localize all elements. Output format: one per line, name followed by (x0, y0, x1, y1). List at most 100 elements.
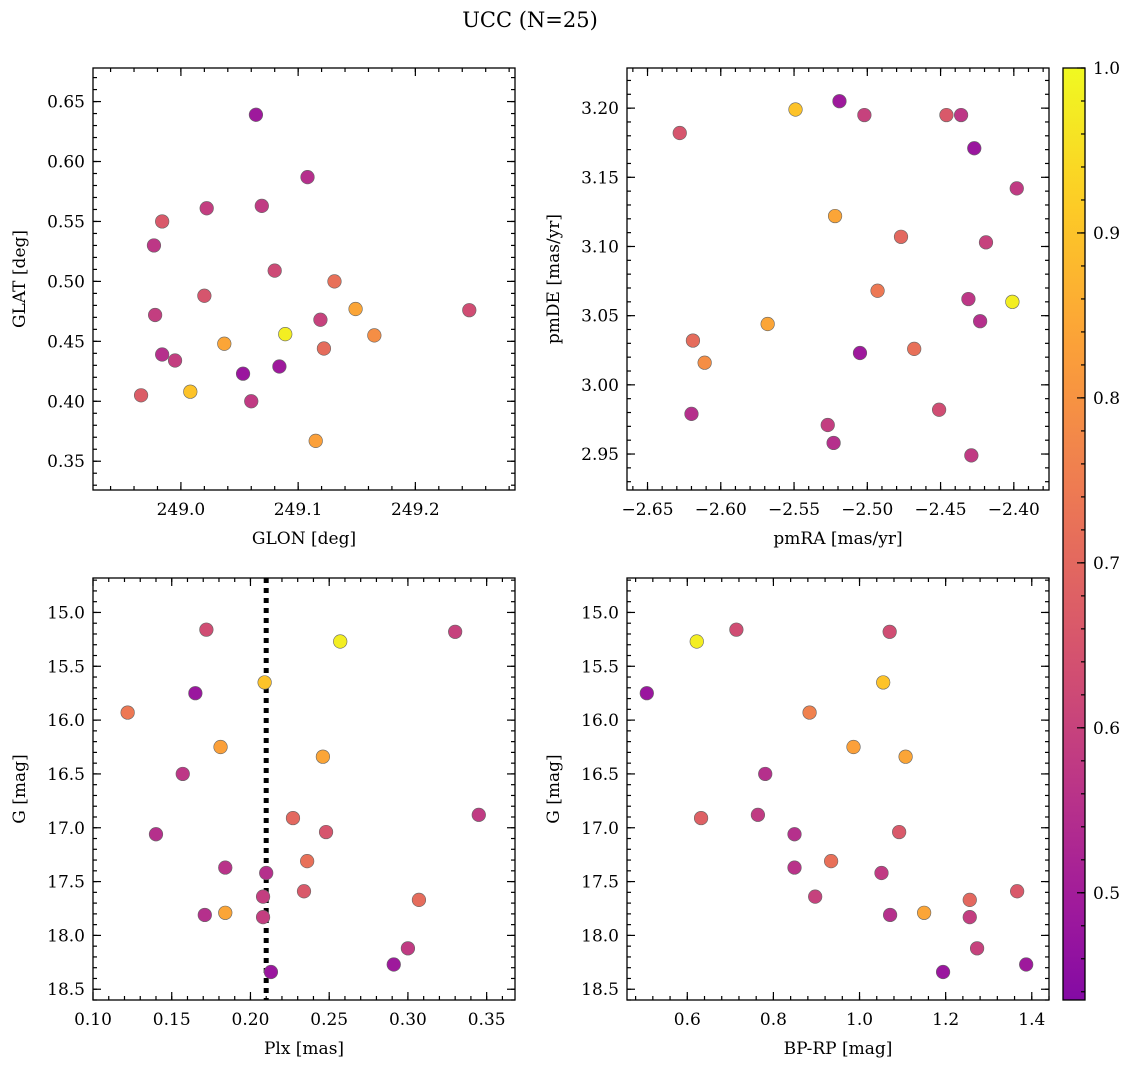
scatter-point (697, 355, 712, 370)
scatter-point (255, 889, 271, 904)
x-tick-label: −2.45 (915, 500, 967, 520)
scatter-point (367, 328, 382, 343)
y-tick-label: 16.0 (581, 711, 619, 731)
y-axis-label: G [mag] (544, 754, 564, 823)
scatter-point (217, 336, 232, 351)
x-tick-label: 0.8 (760, 1010, 787, 1030)
scatter-point (197, 907, 212, 923)
scatter-point (935, 964, 951, 980)
colorbar-tick-label: 0.8 (1093, 389, 1120, 409)
scatter-point (411, 892, 427, 907)
y-tick-label: 17.5 (581, 873, 619, 893)
y-tick-label: 0.60 (47, 153, 85, 173)
scatter-point (685, 333, 701, 348)
scatter-point (898, 749, 913, 764)
x-tick-label: 0.10 (74, 1010, 112, 1030)
scatter-point (802, 705, 817, 720)
scatter-point (218, 860, 233, 875)
x-tick-label: 1.2 (932, 1010, 959, 1030)
colorbar-tick-label: 0.9 (1093, 224, 1120, 244)
scatter-point (870, 283, 885, 298)
scatter-point (907, 341, 922, 356)
scatter-point (1009, 181, 1024, 196)
scatter-point (852, 345, 868, 361)
y-tick-label: 3.10 (581, 237, 619, 257)
scatter-panel-pmra-pmde: −2.65 −2.60 −2.55 −2.50 −2.45 −2.40 2.95 3.00 3.… (544, 67, 1050, 549)
x-tick-label: 0.25 (310, 1010, 348, 1030)
scatter-point (333, 634, 348, 649)
scatter-point (973, 314, 988, 329)
x-tick-label: 249.1 (274, 500, 323, 520)
scatter-panel-bprp-g: 0.6 0.8 1.0 1.2 1.4 15.0 15.5 16.0 16.5 17.0 17.5 1… (544, 577, 1050, 1059)
scatter-point (296, 884, 312, 899)
y-tick-label: 16.5 (47, 765, 85, 785)
scatter-points (120, 622, 486, 980)
y-tick-label: 3.00 (581, 376, 619, 396)
scatter-point (939, 107, 954, 123)
y-tick-label: 18.5 (47, 980, 85, 1000)
x-tick-label: 1.4 (1018, 1010, 1045, 1030)
x-tick-label: 249.0 (157, 500, 206, 520)
y-tick-label: 17.0 (47, 819, 85, 839)
scatter-point (788, 102, 803, 117)
scatter-point (874, 865, 889, 881)
scatter-point (808, 889, 823, 904)
scatter-point (259, 865, 274, 881)
y-tick-label: 0.35 (47, 452, 85, 472)
scatter-points (133, 107, 477, 448)
scatter-point (197, 288, 212, 303)
y-tick-label: 0.45 (47, 332, 85, 352)
y-tick-label: 15.5 (47, 657, 85, 677)
scatter-point (932, 402, 947, 417)
scatter-point (254, 198, 269, 213)
scatter-point (188, 686, 203, 701)
scatter-point (857, 107, 872, 123)
scatter-point (967, 141, 982, 156)
x-tick-label: 0.15 (153, 1010, 191, 1030)
scatter-point (684, 406, 699, 422)
scatter-point (400, 941, 416, 956)
x-tick-label: 249.2 (391, 500, 440, 520)
y-axis-label: pmDE [mas/yr] (544, 214, 564, 344)
scatter-point (1019, 957, 1034, 972)
scatter-panel-plx-g: 0.10 0.15 0.20 0.25 0.30 0.35 15.0 15.5 16.0 16.5… (10, 577, 516, 1059)
scatter-point (248, 107, 264, 122)
scatter-point (213, 739, 228, 755)
scatter-point (826, 435, 841, 451)
scatter-point (218, 905, 233, 920)
x-tick-label: −2.50 (841, 500, 893, 520)
y-tick-label: 0.55 (47, 212, 85, 232)
x-tick-label: −2.55 (768, 500, 820, 520)
scatter-point (448, 624, 463, 639)
scatter-point (148, 307, 163, 323)
scatter-point (155, 347, 170, 362)
scatter-point (257, 675, 272, 690)
x-tick-label: 0.35 (468, 1010, 506, 1030)
scatter-point (893, 229, 909, 244)
y-tick-label: 16.5 (581, 765, 619, 785)
scatter-point (199, 201, 214, 216)
y-tick-label: 3.15 (581, 168, 619, 188)
scatter-point (133, 388, 149, 403)
y-tick-label: 17.5 (47, 873, 85, 893)
scatter-point (348, 301, 363, 317)
colorbar-frame (1062, 67, 1086, 1001)
x-tick-label: 1.0 (846, 1010, 873, 1030)
axes-frame (626, 67, 1050, 491)
scatter-point (318, 824, 334, 840)
scatter-point (316, 341, 332, 356)
scatter-point (760, 316, 775, 332)
scatter-point (327, 274, 342, 289)
scatter-point (244, 394, 259, 409)
scatter-point (155, 214, 170, 229)
scatter-point (917, 905, 932, 920)
x-tick-label: 0.30 (389, 1010, 427, 1030)
y-tick-label: 18.5 (581, 980, 619, 1000)
y-tick-label: 3.05 (581, 307, 619, 327)
x-tick-label: −2.65 (621, 500, 673, 520)
scatter-point (672, 125, 687, 141)
scatter-point (639, 686, 654, 701)
y-tick-label: 15.5 (581, 657, 619, 677)
scatter-point (267, 263, 282, 278)
scatter-point (832, 94, 847, 109)
